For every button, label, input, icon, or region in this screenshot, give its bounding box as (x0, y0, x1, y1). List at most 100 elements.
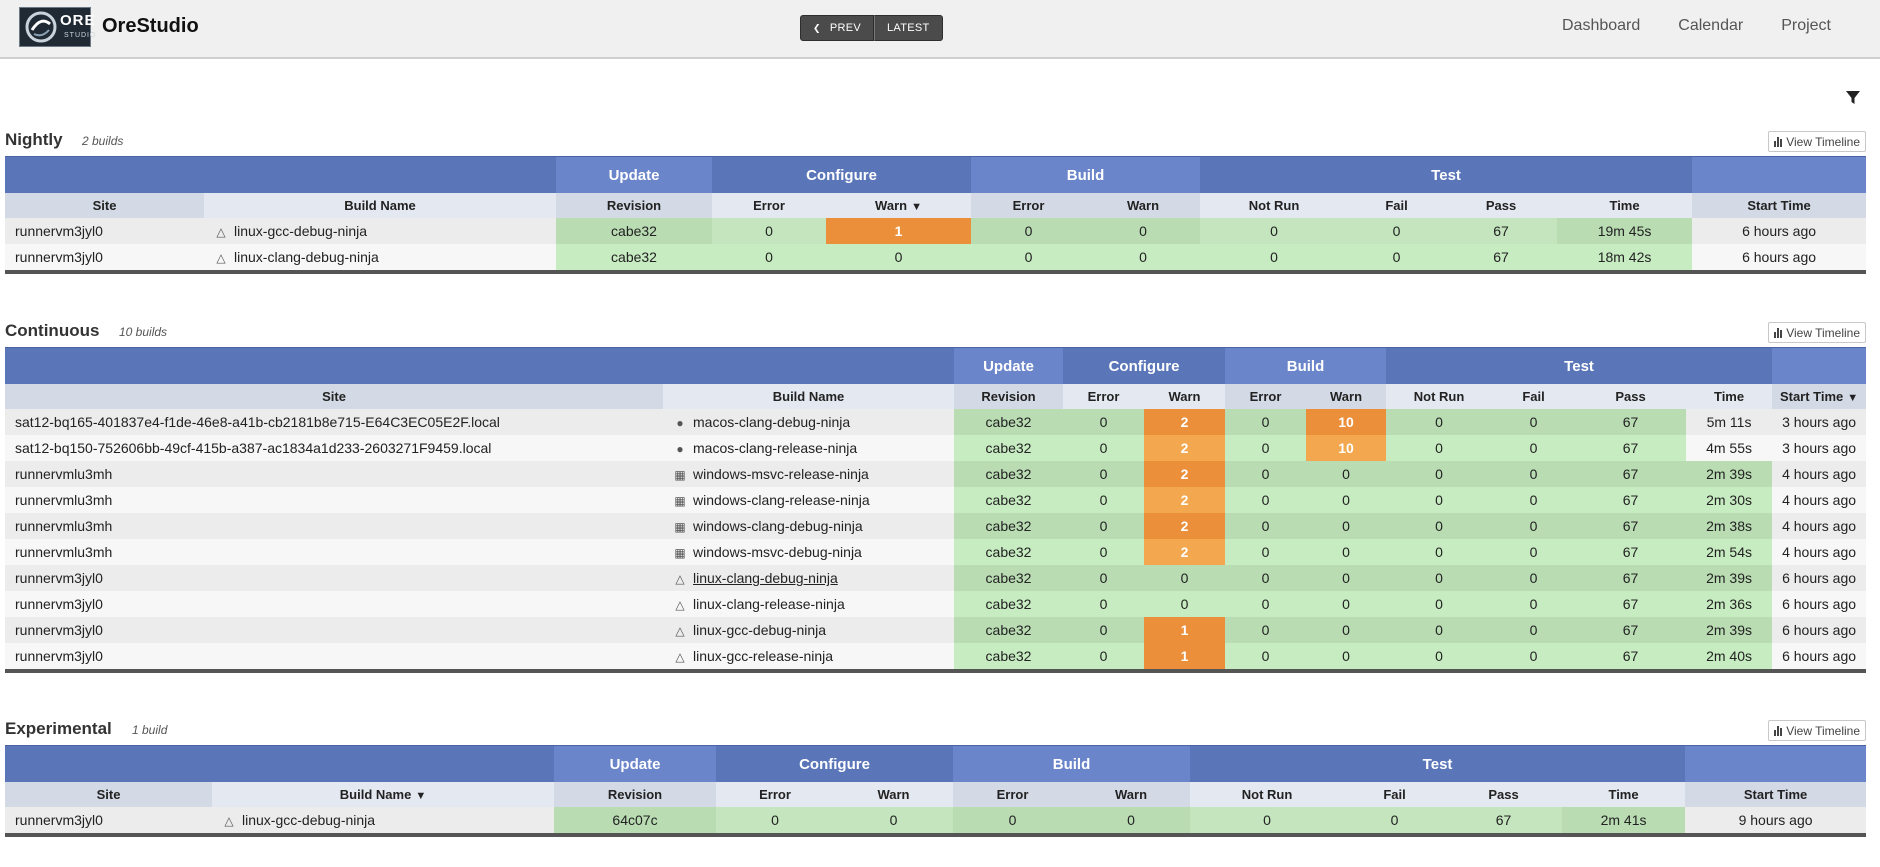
cfg-warn-cell[interactable]: 0 (1144, 565, 1226, 591)
not-run-cell[interactable]: 0 (1386, 617, 1493, 643)
col-cfg-error[interactable]: Error (716, 782, 834, 807)
prev-button[interactable]: ❮ PREV (800, 15, 874, 41)
site-cell[interactable]: runnervm3jyl0 (5, 218, 204, 244)
col-not-run[interactable]: Not Run (1200, 193, 1349, 218)
col-cfg-error[interactable]: Error (712, 193, 826, 218)
cfg-warn-cell[interactable]: 1 (1144, 643, 1226, 669)
fail-cell[interactable]: 0 (1492, 565, 1576, 591)
revision-cell[interactable]: cabe32 (954, 565, 1063, 591)
col-time[interactable]: Time (1686, 384, 1773, 409)
site-cell[interactable]: sat12-bq150-752606bb-49cf-415b-a387-ac18… (5, 435, 663, 461)
bld-error-cell[interactable]: 0 (953, 807, 1073, 833)
site-cell[interactable]: sat12-bq165-401837e4-f1de-46e8-a41b-cb21… (5, 409, 663, 435)
fail-cell[interactable]: 0 (1492, 513, 1576, 539)
not-run-cell[interactable]: 0 (1386, 513, 1493, 539)
col-start-time[interactable]: Start Time (1685, 782, 1867, 807)
bld-error-cell[interactable]: 0 (1225, 461, 1307, 487)
view-timeline-button[interactable]: View Timeline (1768, 720, 1866, 741)
col-start-time[interactable]: Start Time ▼ (1772, 384, 1867, 409)
bld-warn-cell[interactable]: 0 (1072, 807, 1191, 833)
view-timeline-button[interactable]: View Timeline (1768, 322, 1866, 343)
site-cell[interactable]: runnervm3jyl0 (5, 807, 212, 833)
cfg-warn-cell[interactable]: 1 (1144, 617, 1226, 643)
cfg-warn-cell[interactable]: 1 (826, 218, 972, 244)
col-fail[interactable]: Fail (1492, 384, 1576, 409)
bld-warn-cell[interactable]: 0 (1306, 487, 1387, 513)
not-run-cell[interactable]: 0 (1200, 218, 1349, 244)
site-cell[interactable]: runnervmlu3mh (5, 461, 663, 487)
pass-cell[interactable]: 67 (1575, 617, 1687, 643)
not-run-cell[interactable]: 0 (1386, 591, 1493, 617)
fail-cell[interactable]: 0 (1492, 643, 1576, 669)
cfg-warn-cell[interactable]: 2 (1144, 539, 1226, 565)
build-name-link[interactable]: linux-clang-debug-ninja (234, 249, 379, 265)
col-fail[interactable]: Fail (1344, 782, 1446, 807)
col-build-name[interactable]: Build Name (663, 384, 954, 409)
bld-warn-cell[interactable]: 10 (1306, 409, 1387, 435)
nav-dashboard[interactable]: Dashboard (1561, 17, 1641, 34)
bld-error-cell[interactable]: 0 (1225, 435, 1307, 461)
col-site[interactable]: Site (5, 782, 212, 807)
not-run-cell[interactable]: 0 (1386, 435, 1493, 461)
col-cfg-warn[interactable]: Warn (834, 782, 954, 807)
col-not-run[interactable]: Not Run (1386, 384, 1493, 409)
revision-cell[interactable]: cabe32 (954, 513, 1063, 539)
build-name-link[interactable]: linux-clang-debug-ninja (693, 570, 838, 586)
fail-cell[interactable]: 0 (1344, 807, 1446, 833)
pass-cell[interactable]: 67 (1445, 807, 1563, 833)
revision-cell[interactable]: cabe32 (954, 409, 1063, 435)
pass-cell[interactable]: 67 (1575, 565, 1687, 591)
bld-warn-cell[interactable]: 0 (1306, 591, 1387, 617)
view-timeline-button[interactable]: View Timeline (1768, 131, 1866, 152)
cfg-error-cell[interactable]: 0 (1063, 409, 1144, 435)
col-bld-error[interactable]: Error (1225, 384, 1307, 409)
col-cfg-warn[interactable]: Warn ▼ (826, 193, 972, 218)
revision-cell[interactable]: cabe32 (954, 487, 1063, 513)
site-cell[interactable]: runnervm3jyl0 (5, 565, 663, 591)
cfg-warn-cell[interactable]: 0 (826, 244, 972, 270)
cfg-warn-cell[interactable]: 0 (834, 807, 954, 833)
site-cell[interactable]: runnervmlu3mh (5, 539, 663, 565)
bld-warn-cell[interactable]: 0 (1086, 218, 1201, 244)
cfg-warn-cell[interactable]: 2 (1144, 513, 1226, 539)
bld-warn-cell[interactable]: 0 (1306, 617, 1387, 643)
not-run-cell[interactable]: 0 (1386, 487, 1493, 513)
build-name-link[interactable]: windows-msvc-debug-ninja (693, 544, 862, 560)
cfg-warn-cell[interactable]: 2 (1144, 409, 1226, 435)
fail-cell[interactable]: 0 (1492, 487, 1576, 513)
cfg-error-cell[interactable]: 0 (1063, 513, 1144, 539)
not-run-cell[interactable]: 0 (1386, 461, 1493, 487)
site-cell[interactable]: runnervm3jyl0 (5, 643, 663, 669)
build-name-link[interactable]: windows-clang-release-ninja (693, 492, 870, 508)
not-run-cell[interactable]: 0 (1386, 643, 1493, 669)
fail-cell[interactable]: 0 (1492, 617, 1576, 643)
bld-warn-cell[interactable]: 0 (1306, 643, 1387, 669)
fail-cell[interactable]: 0 (1492, 409, 1576, 435)
col-build-name[interactable]: Build Name ▼ (212, 782, 554, 807)
cfg-warn-cell[interactable]: 2 (1144, 487, 1226, 513)
site-cell[interactable]: runnervmlu3mh (5, 513, 663, 539)
col-pass[interactable]: Pass (1445, 193, 1558, 218)
not-run-cell[interactable]: 0 (1200, 244, 1349, 270)
cfg-warn-cell[interactable]: 0 (1144, 591, 1226, 617)
bld-error-cell[interactable]: 0 (1225, 487, 1307, 513)
cfg-error-cell[interactable]: 0 (712, 244, 826, 270)
not-run-cell[interactable]: 0 (1386, 539, 1493, 565)
fail-cell[interactable]: 0 (1492, 461, 1576, 487)
col-start-time[interactable]: Start Time (1692, 193, 1867, 218)
pass-cell[interactable]: 67 (1575, 487, 1687, 513)
revision-cell[interactable]: cabe32 (556, 244, 712, 270)
revision-cell[interactable]: cabe32 (954, 591, 1063, 617)
col-fail[interactable]: Fail (1348, 193, 1446, 218)
fail-cell[interactable]: 0 (1492, 435, 1576, 461)
col-time[interactable]: Time (1557, 193, 1693, 218)
build-name-link[interactable]: linux-clang-release-ninja (693, 596, 845, 612)
bld-error-cell[interactable]: 0 (971, 218, 1087, 244)
col-revision[interactable]: Revision (954, 384, 1063, 409)
bld-error-cell[interactable]: 0 (1225, 565, 1307, 591)
pass-cell[interactable]: 67 (1575, 435, 1687, 461)
fail-cell[interactable]: 0 (1348, 218, 1446, 244)
cfg-error-cell[interactable]: 0 (1063, 435, 1144, 461)
site-cell[interactable]: runnervm3jyl0 (5, 591, 663, 617)
cfg-error-cell[interactable]: 0 (1063, 461, 1144, 487)
